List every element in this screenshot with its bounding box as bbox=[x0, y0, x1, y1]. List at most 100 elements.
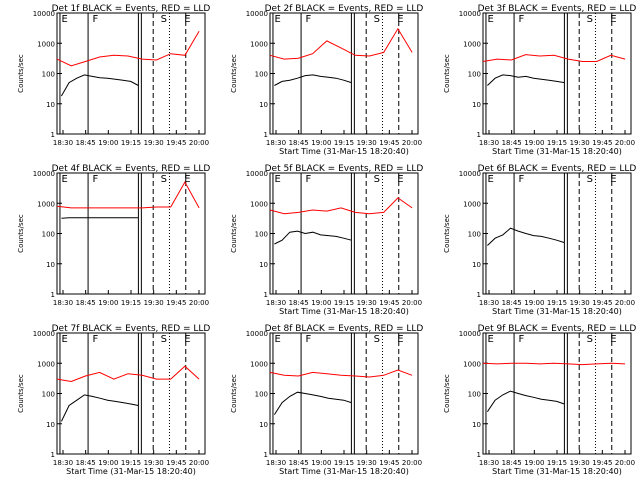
chart-title-5: Det 5f BLACK = Events, RED = LLD bbox=[265, 164, 424, 174]
y-tick-label: 1000 bbox=[463, 360, 481, 368]
marker-label: E bbox=[487, 174, 493, 185]
series-line-lld bbox=[269, 197, 413, 215]
x-tick-label: 19:15 bbox=[121, 139, 141, 147]
marker-label: E bbox=[397, 334, 403, 345]
chart-title-1: Det 1f BLACK = Events, RED = LLD bbox=[52, 4, 211, 14]
marker-label: S bbox=[374, 14, 380, 25]
marker-label: F bbox=[93, 14, 99, 25]
plot-frame-8 bbox=[269, 332, 419, 455]
y-tick-label: 10 bbox=[472, 421, 481, 429]
x-tick-label: 19:15 bbox=[334, 299, 354, 307]
series-line-events bbox=[487, 227, 565, 246]
series-line-lld bbox=[56, 365, 200, 383]
x-tick-label: 20:00 bbox=[615, 139, 635, 147]
plot-frame-5 bbox=[269, 172, 419, 295]
marker-label: S bbox=[374, 174, 380, 185]
series-line-lld bbox=[56, 30, 200, 67]
y-tick-label: 1 bbox=[264, 291, 268, 299]
x-axis-label: Start Time (31-Mar-15 18:20:40) bbox=[279, 147, 409, 156]
plot-frame-3 bbox=[482, 12, 632, 135]
x-tick-label: 20:00 bbox=[189, 299, 209, 307]
y-tick-label: 10000 bbox=[246, 10, 268, 18]
y-tick-label: 1000 bbox=[37, 360, 55, 368]
x-tick-label: 19:30 bbox=[357, 139, 377, 147]
y-tick-label: 100 bbox=[468, 71, 481, 79]
marker-label: F bbox=[519, 334, 525, 345]
x-tick-label: 19:30 bbox=[357, 459, 377, 467]
x-tick-label: 18:30 bbox=[266, 139, 286, 147]
x-tick-label: 19:45 bbox=[166, 299, 186, 307]
x-tick-label: 19:15 bbox=[121, 299, 141, 307]
x-tick-label: 19:45 bbox=[166, 459, 186, 467]
series-line-events bbox=[274, 74, 352, 86]
y-tick-label: 10 bbox=[472, 101, 481, 109]
x-tick-label: 18:30 bbox=[479, 459, 499, 467]
series-line-lld bbox=[269, 27, 413, 60]
y-tick-label: 1000 bbox=[37, 40, 55, 48]
y-tick-label: 1000 bbox=[250, 40, 268, 48]
x-tick-label: 19:30 bbox=[357, 299, 377, 307]
marker-label: E bbox=[61, 174, 67, 185]
x-tick-label: 19:45 bbox=[592, 459, 612, 467]
x-tick-label: 18:30 bbox=[53, 299, 73, 307]
chart-title-8: Det 8f BLACK = Events, RED = LLD bbox=[265, 324, 424, 334]
x-tick-label: 18:45 bbox=[76, 459, 96, 467]
y-tick-label: 100 bbox=[42, 391, 55, 399]
marker-label: E bbox=[610, 334, 616, 345]
marker-label: S bbox=[587, 14, 593, 25]
series-line-events bbox=[60, 74, 139, 97]
marker-label: E bbox=[487, 14, 493, 25]
x-tick-label: 19:30 bbox=[570, 139, 590, 147]
y-tick-label: 100 bbox=[255, 71, 268, 79]
y-tick-label: 100 bbox=[255, 391, 268, 399]
x-tick-label: 18:45 bbox=[76, 299, 96, 307]
y-tick-label: 10 bbox=[46, 261, 55, 269]
y-tick-label: 1 bbox=[51, 291, 55, 299]
x-tick-label: 20:00 bbox=[189, 459, 209, 467]
x-tick-label: 19:30 bbox=[570, 299, 590, 307]
y-tick-label: 1000 bbox=[250, 200, 268, 208]
x-tick-label: 20:00 bbox=[615, 459, 635, 467]
marker-label: E bbox=[487, 334, 493, 345]
y-tick-label: 100 bbox=[42, 71, 55, 79]
y-axis-label: Counts/sec bbox=[17, 214, 25, 253]
series-line-lld bbox=[269, 369, 413, 378]
marker-label: E bbox=[397, 174, 403, 185]
y-tick-label: 1 bbox=[477, 131, 481, 139]
y-tick-label: 10000 bbox=[33, 330, 55, 338]
x-tick-label: 18:30 bbox=[479, 299, 499, 307]
y-tick-label: 100 bbox=[255, 231, 268, 239]
series-line-lld bbox=[56, 181, 200, 209]
marker-label: F bbox=[306, 334, 312, 345]
x-tick-label: 19:00 bbox=[311, 139, 331, 147]
x-tick-label: 19:00 bbox=[524, 459, 544, 467]
x-tick-label: 19:30 bbox=[144, 139, 164, 147]
x-tick-label: 18:45 bbox=[76, 139, 96, 147]
series-line-lld bbox=[482, 54, 626, 62]
x-tick-label: 20:00 bbox=[402, 299, 422, 307]
y-tick-label: 100 bbox=[468, 391, 481, 399]
x-tick-label: 18:30 bbox=[266, 299, 286, 307]
y-tick-label: 10 bbox=[46, 101, 55, 109]
x-axis-label: Start Time (31-Mar-15 18:20:40) bbox=[279, 467, 409, 476]
marker-label: F bbox=[519, 174, 525, 185]
series-line-events bbox=[486, 390, 565, 412]
y-axis-label: Counts/sec bbox=[17, 54, 25, 93]
marker-label: S bbox=[161, 334, 167, 345]
chart-title-3: Det 3f BLACK = Events, RED = LLD bbox=[478, 4, 637, 14]
y-tick-label: 1 bbox=[264, 131, 268, 139]
y-tick-label: 10000 bbox=[459, 170, 481, 178]
x-axis-label: Start Time (31-Mar-15 18:20:40) bbox=[492, 147, 622, 156]
plot-frame-7 bbox=[56, 332, 206, 455]
y-tick-label: 1 bbox=[51, 451, 55, 459]
x-tick-label: 19:00 bbox=[524, 299, 544, 307]
y-tick-label: 10 bbox=[259, 421, 268, 429]
x-tick-label: 19:15 bbox=[334, 459, 354, 467]
x-tick-label: 18:30 bbox=[53, 139, 73, 147]
x-tick-label: 19:45 bbox=[166, 139, 186, 147]
y-axis-label: Counts/sec bbox=[230, 54, 238, 93]
x-tick-label: 19:45 bbox=[592, 139, 612, 147]
plot-frame-1 bbox=[56, 12, 206, 135]
marker-label: E bbox=[61, 334, 67, 345]
